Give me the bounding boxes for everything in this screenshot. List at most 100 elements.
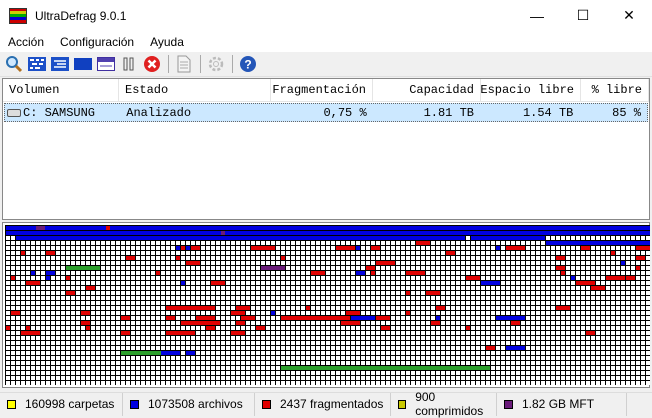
menu-configuracion[interactable]: Configuración	[60, 34, 135, 49]
cluster-block-blue	[271, 311, 275, 315]
cluster-block-red	[381, 326, 390, 330]
quick-optimize-icon[interactable]	[72, 53, 94, 75]
cluster-block-blue	[496, 316, 525, 320]
cluster-block-red	[196, 316, 215, 320]
cluster-block-red	[191, 246, 200, 250]
cluster-block-red	[281, 316, 350, 320]
cluster-block-red	[416, 241, 430, 245]
cluster-block-purple	[221, 231, 225, 235]
cluster-block-red	[256, 326, 265, 330]
cluster-block-red	[636, 246, 650, 250]
cluster-block-red	[46, 251, 55, 255]
column-percent-libre[interactable]: % libre	[581, 79, 649, 101]
cluster-block-purple	[261, 266, 285, 270]
cluster-block-red	[281, 256, 285, 260]
cluster-block-red	[231, 331, 245, 335]
column-fragmentacion[interactable]: Fragmentación	[271, 79, 373, 101]
cluster-block-red	[406, 271, 425, 275]
cluster-map	[2, 222, 650, 388]
cluster-block-red	[426, 291, 440, 295]
cluster-block-red	[486, 346, 495, 350]
cluster-block-red	[306, 306, 310, 310]
cluster-block-red	[156, 271, 160, 275]
settings-icon[interactable]	[205, 53, 227, 75]
toolbar-separator	[168, 55, 169, 73]
cluster-block-blue	[436, 316, 440, 320]
cluster-block-red	[376, 261, 395, 265]
legend-swatch-icon	[398, 399, 407, 409]
cluster-block-red	[211, 281, 225, 285]
status-panel: 2437 fragmentados	[255, 392, 391, 416]
cluster-block-blue	[186, 351, 195, 355]
search-icon[interactable]	[3, 53, 25, 75]
mft-icon[interactable]	[95, 53, 117, 75]
cluster-block-blue	[496, 246, 500, 250]
close-button[interactable]: ✕	[623, 7, 635, 23]
cluster-block-blue	[571, 276, 575, 280]
status-panel: 160998 carpetas	[0, 392, 123, 416]
toolbar-separator	[200, 55, 201, 73]
column-capacidad[interactable]: Capacidad	[373, 79, 481, 101]
cluster-block-red	[181, 321, 220, 325]
drive-icon	[7, 108, 21, 117]
volume-status: Analizado	[126, 105, 192, 120]
cluster-block-red	[626, 276, 635, 280]
help-icon[interactable]: ?	[237, 53, 259, 75]
cluster-block-red	[106, 226, 110, 230]
cluster-block-red	[176, 256, 180, 260]
cluster-block-red	[371, 271, 375, 275]
cluster-block-blue	[6, 231, 650, 235]
volume-capacity: 1.81 TB	[423, 105, 474, 120]
optimize-icon[interactable]	[49, 53, 71, 75]
cluster-block-red	[431, 321, 440, 325]
cluster-block-red	[26, 281, 40, 285]
cluster-block-red	[636, 266, 640, 270]
volume-list[interactable]: Volumen Estado Fragmentación Capacidad E…	[2, 78, 650, 220]
cluster-block-green	[66, 266, 100, 270]
cluster-block-green	[281, 366, 490, 370]
cluster-block-blue	[471, 236, 545, 240]
cluster-block-red	[6, 326, 10, 330]
cluster-block-blue	[6, 226, 650, 230]
legend-swatch-icon	[262, 399, 271, 409]
report-icon[interactable]	[173, 53, 195, 75]
cluster-block-blue	[351, 316, 375, 320]
stop-icon[interactable]	[141, 53, 163, 75]
cluster-block-blue	[31, 271, 35, 275]
cluster-block-red	[576, 281, 595, 285]
menu-ayuda[interactable]: Ayuda	[150, 34, 184, 49]
legend-swatch-icon	[7, 399, 16, 409]
cluster-block-red	[556, 306, 570, 310]
column-espacio-libre[interactable]: Espacio libre	[480, 79, 581, 101]
cluster-block-red	[636, 256, 645, 260]
cluster-block-red	[126, 256, 135, 260]
cluster-block-red	[466, 326, 470, 330]
cluster-block-red	[186, 261, 200, 265]
cluster-block-red	[436, 306, 445, 310]
maximize-button[interactable]: ☐	[576, 7, 590, 23]
cluster-block-red	[121, 316, 130, 320]
app-icon	[9, 7, 27, 24]
cluster-block-green	[121, 351, 170, 355]
menu-accion[interactable]: Acción	[8, 34, 45, 49]
cluster-block-red	[406, 291, 410, 295]
cluster-block-red	[81, 311, 90, 315]
cluster-block-red	[561, 271, 565, 275]
cluster-block-red	[21, 251, 25, 255]
legend-swatch-icon	[130, 399, 139, 409]
column-volumen[interactable]: Volumen	[3, 79, 119, 101]
pause-icon[interactable]	[118, 53, 140, 75]
cluster-block-blue	[356, 271, 365, 275]
table-row[interactable]: C: SAMSUNG Analizado 0,75 % 1.81 TB 1.54…	[4, 103, 648, 122]
minimize-button[interactable]: —	[530, 7, 544, 24]
cluster-block-purple	[36, 226, 45, 230]
cluster-block-red	[236, 321, 245, 325]
status-panel: 1073508 archivos	[123, 392, 255, 416]
column-estado[interactable]: Estado	[119, 79, 271, 101]
cluster-block-blue	[181, 281, 185, 285]
cluster-block-red	[341, 321, 360, 325]
cluster-block-red	[311, 271, 325, 275]
defrag-icon[interactable]	[26, 53, 48, 75]
toolbar: ?	[0, 52, 652, 77]
status-label: 160998 carpetas	[25, 397, 115, 411]
